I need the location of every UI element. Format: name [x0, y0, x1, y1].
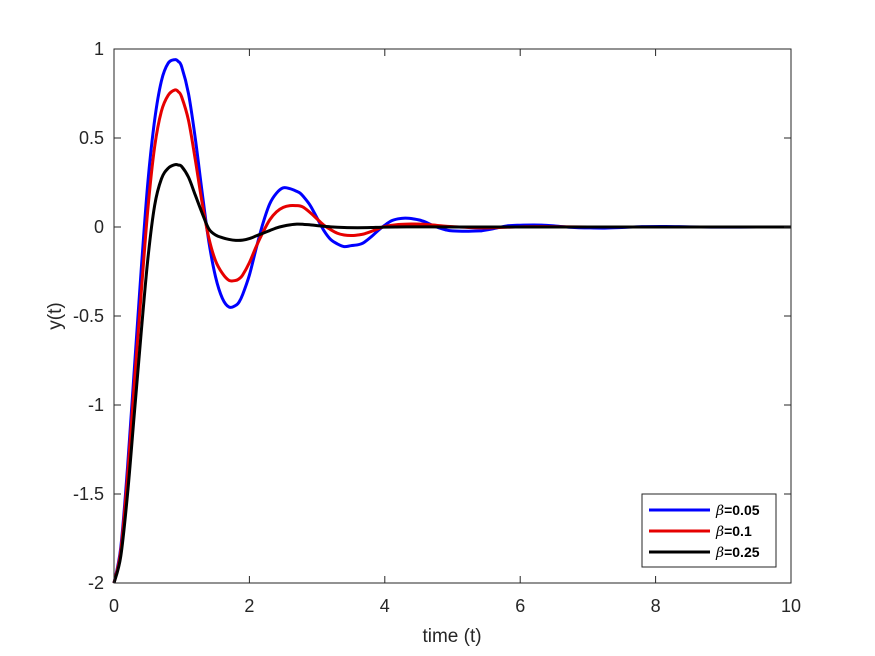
legend-value: =0.25 [724, 544, 760, 560]
x-tick-label: 6 [515, 596, 525, 616]
y-axis-label: y(t) [45, 302, 66, 329]
y-tick-label: 0.5 [79, 128, 104, 148]
x-tick-label: 0 [109, 596, 119, 616]
legend-label-beta-0-05: β=0.05 [715, 502, 760, 519]
y-tick-label: 0 [94, 217, 104, 237]
tick-layer: 0 2 4 6 8 10 -2 -1.5 -1 -0.5 0 0.5 1 [73, 39, 801, 616]
legend: β=0.05 β=0.1 β=0.25 [641, 493, 777, 568]
y-tick-label: -0.5 [73, 306, 104, 326]
series-line-3 [112, 162, 791, 584]
series-line-2 [112, 88, 791, 584]
x-tick-label: 8 [651, 596, 661, 616]
legend-beta-symbol: β [715, 545, 724, 561]
y-tick-label: 1 [94, 39, 104, 59]
legend-value: =0.05 [724, 502, 760, 518]
legend-label-beta-0-1: β=0.1 [715, 523, 752, 540]
y-tick-label: -1.5 [73, 484, 104, 504]
x-tick-label: 2 [244, 596, 254, 616]
x-axis-label: time (t) [422, 626, 481, 647]
x-tick-label: 4 [380, 596, 390, 616]
y-tick-label: -2 [88, 573, 104, 593]
series-line-1 [112, 58, 792, 584]
legend-value: =0.1 [724, 523, 752, 539]
x-tick-label: 10 [781, 596, 801, 616]
series-layer [112, 58, 792, 584]
legend-label-beta-0-25: β=0.25 [715, 544, 760, 561]
legend-beta-symbol: β [715, 503, 724, 519]
legend-beta-symbol: β [715, 524, 724, 540]
y-tick-label: -1 [88, 395, 104, 415]
